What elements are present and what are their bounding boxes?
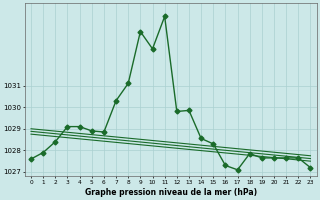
X-axis label: Graphe pression niveau de la mer (hPa): Graphe pression niveau de la mer (hPa) xyxy=(85,188,257,197)
